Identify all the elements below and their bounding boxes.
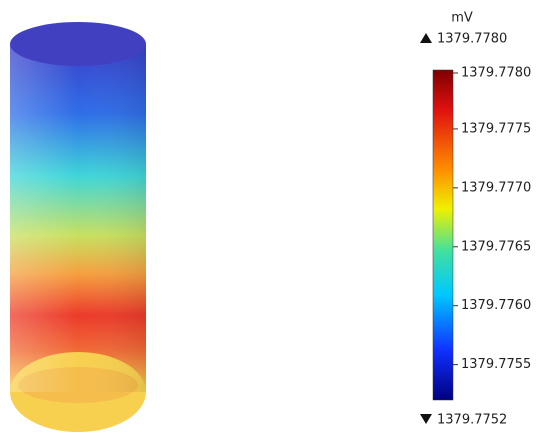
tick-label: 1379.7755: [461, 357, 531, 372]
tick-label: 1379.7760: [461, 298, 531, 313]
cylinder-shade: [10, 44, 146, 392]
tick-label: 1379.7770: [461, 180, 531, 195]
cylinder: [10, 22, 146, 432]
tick-label: 1379.7780: [461, 66, 531, 81]
cylinder-top: [10, 22, 146, 66]
max-icon: [420, 33, 432, 43]
tick-label: 1379.7765: [461, 239, 531, 254]
colorbar: [432, 69, 454, 401]
min-icon: [420, 414, 432, 424]
max-label: 1379.7780: [437, 32, 507, 47]
min-label: 1379.7752: [437, 413, 507, 428]
tick-label: 1379.7775: [461, 121, 531, 136]
unit-label: mV: [451, 11, 473, 26]
